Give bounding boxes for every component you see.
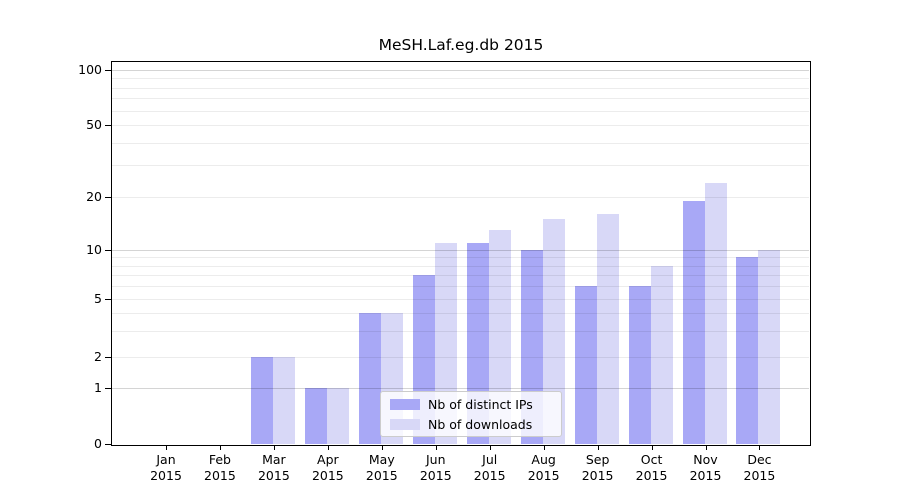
y-tick-label: 100	[78, 62, 102, 77]
x-tick-mark	[328, 445, 329, 450]
x-tick-mark	[166, 445, 167, 450]
y-tick-mark	[105, 250, 111, 251]
y-tick-label: 0	[94, 436, 102, 451]
x-tick-mark	[220, 445, 221, 450]
legend-label-downloads: Nb of downloads	[428, 416, 533, 432]
bar-downloads-9	[650, 265, 673, 444]
x-tick-label: Sep 2015	[581, 452, 614, 483]
x-tick-label: Jan 2015	[150, 452, 182, 483]
legend: Nb of distinct IPs Nb of downloads	[380, 391, 562, 437]
y-tick-mark	[105, 299, 111, 300]
gridline-minor	[112, 98, 809, 99]
gridline-decade	[112, 250, 809, 251]
y-tick-mark	[105, 444, 111, 445]
gridline-minor	[112, 197, 809, 198]
bar-downloads-11	[758, 250, 781, 444]
gridline-minor	[112, 266, 809, 267]
legend-label-distinct-ips: Nb of distinct IPs	[428, 396, 533, 412]
bar-downloads-6	[488, 229, 511, 444]
gridline-minor	[112, 357, 809, 358]
bar-ips-9	[628, 286, 651, 444]
x-tick-mark	[436, 445, 437, 450]
x-tick-label: Feb 2015	[204, 452, 236, 483]
x-tick-label: Jul 2015	[473, 452, 506, 483]
gridline-minor	[112, 111, 809, 112]
gridline-minor	[112, 331, 809, 332]
chart-title: MeSH.Laf.eg.db 2015	[378, 36, 544, 54]
bar-ips-11	[736, 257, 759, 444]
gridline-minor	[112, 313, 809, 314]
gridline-minor	[112, 286, 809, 287]
legend-row-downloads: Nb of downloads	[390, 416, 552, 432]
legend-row-distinct-ips: Nb of distinct IPs	[390, 396, 552, 412]
x-tick-mark	[382, 445, 383, 450]
bar-ips-3	[304, 388, 327, 444]
x-tick-label: Apr 2015	[311, 452, 344, 483]
bar-ips-2	[250, 357, 273, 444]
y-tick-mark	[105, 70, 111, 71]
gridline-minor	[112, 257, 809, 258]
legend-swatch-downloads	[390, 418, 420, 430]
gridline-minor	[112, 88, 809, 89]
x-tick-label: Aug 2015	[527, 452, 560, 483]
y-tick-label: 2	[94, 349, 102, 364]
x-tick-mark	[490, 445, 491, 450]
bar-downloads-8	[596, 214, 619, 444]
gridline-minor	[112, 78, 809, 79]
x-tick-label: Oct 2015	[635, 452, 668, 483]
x-tick-label: Jun 2015	[419, 452, 452, 483]
y-tick-mark	[105, 357, 111, 358]
bar-downloads-7	[542, 218, 565, 444]
y-tick-label: 1	[94, 380, 102, 395]
y-tick-mark	[105, 197, 111, 198]
bar-downloads-3	[326, 388, 349, 444]
gridline-minor	[112, 125, 809, 126]
bar-ips-8	[574, 286, 597, 444]
bar-ips-4	[358, 313, 381, 444]
x-tick-mark	[706, 445, 707, 450]
x-tick-mark	[759, 445, 760, 450]
x-tick-label: Dec 2015	[743, 452, 776, 483]
x-tick-label: Mar 2015	[257, 452, 290, 483]
gridline-minor	[112, 299, 809, 300]
bar-downloads-2	[272, 357, 295, 444]
bar-downloads-10	[704, 182, 727, 444]
y-tick-label: 20	[86, 189, 102, 204]
x-tick-mark	[652, 445, 653, 450]
x-tick-mark	[274, 445, 275, 450]
x-tick-label: Nov 2015	[689, 452, 722, 483]
y-tick-mark	[105, 388, 111, 389]
y-tick-label: 5	[94, 291, 102, 306]
gridline-minor	[112, 143, 809, 144]
y-tick-label: 50	[86, 117, 102, 132]
x-tick-mark	[544, 445, 545, 450]
y-tick-label: 10	[86, 242, 102, 257]
gridline-minor	[112, 275, 809, 276]
x-tick-mark	[598, 445, 599, 450]
gridline-decade	[112, 388, 809, 389]
y-tick-mark	[105, 125, 111, 126]
legend-swatch-distinct-ips	[390, 398, 420, 410]
x-tick-label: May 2015	[365, 452, 398, 483]
gridline-decade	[112, 70, 809, 71]
gridline-minor	[112, 165, 809, 166]
bar-ips-10	[682, 200, 705, 444]
